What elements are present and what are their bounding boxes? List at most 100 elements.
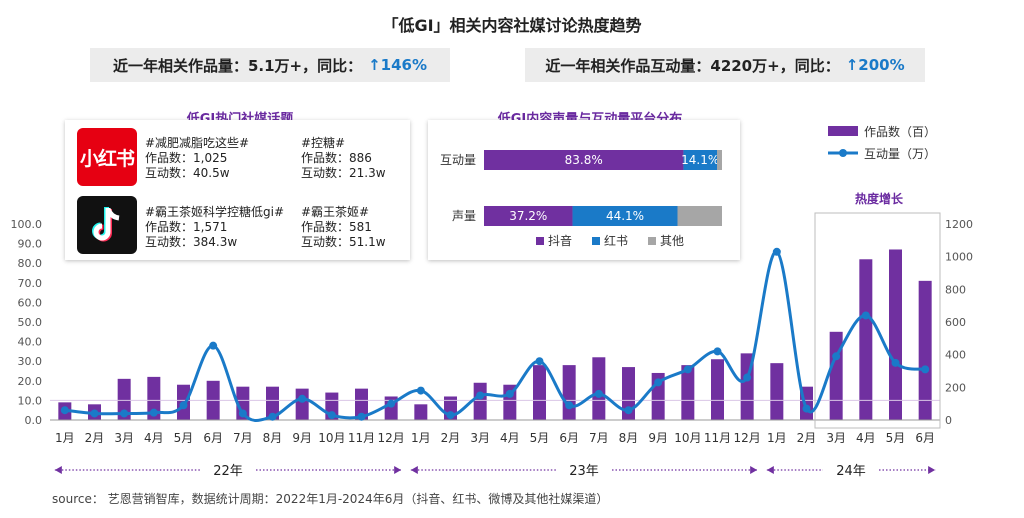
legend-line-label: 互动量（万） bbox=[864, 146, 937, 161]
legend-bars-label: 作品数（百） bbox=[864, 124, 937, 139]
stat-left: 近一年相关作品量：5.1万+，同比： ↑146% bbox=[90, 48, 450, 82]
x-tick-label: 6月 bbox=[915, 431, 935, 445]
left-axis: 0.0 10.0 20.0 30.0 40.0 50.0 60.0 70.0 80.0 90.0 1… bbox=[11, 218, 43, 427]
platform-legend-label: 其他 bbox=[660, 234, 684, 248]
topic-works: 作品数：1,571 bbox=[145, 220, 228, 234]
topic-tag: #控糖# bbox=[301, 136, 346, 150]
bar-19 bbox=[592, 357, 606, 420]
bar-25 bbox=[770, 363, 784, 420]
line-point-27 bbox=[832, 352, 841, 361]
line-point-14 bbox=[446, 411, 455, 420]
line-point-3 bbox=[120, 409, 129, 418]
x-tick-label: 2月 bbox=[85, 431, 105, 445]
right-axis: 0 200 400 600 800 1000 1200 bbox=[945, 218, 973, 427]
line-point-20 bbox=[624, 406, 633, 415]
platform-bars: 互动量 83.8% 14.1% 声量 37.2% 44.1% 抖音 红书 其他 bbox=[440, 150, 722, 248]
bar-28 bbox=[859, 259, 873, 420]
y-left-tick: 100.0 bbox=[11, 218, 43, 231]
line-point-13 bbox=[416, 386, 425, 395]
year-label: 23年 bbox=[569, 464, 599, 479]
platform-segment-label: 44.1% bbox=[606, 209, 644, 223]
topic-works: 作品数：886 bbox=[301, 151, 372, 165]
topic-4: #霸王茶姬# 作品数：581 互动数：51.1w bbox=[301, 205, 386, 250]
chart-legend: 作品数（百） 互动量（万） bbox=[828, 120, 936, 164]
bar-8 bbox=[266, 386, 279, 420]
bar-17 bbox=[533, 365, 546, 420]
x-tick-label: 4月 bbox=[856, 431, 876, 445]
x-tick-label: 5月 bbox=[530, 431, 550, 445]
x-tick-label: 3月 bbox=[826, 431, 846, 445]
line-point-7 bbox=[238, 409, 247, 418]
x-tick-label: 5月 bbox=[886, 431, 906, 445]
y-left-tick: 30.0 bbox=[18, 355, 43, 368]
x-tick-label: 3月 bbox=[470, 431, 490, 445]
line-point-16 bbox=[505, 389, 514, 398]
topic-tag: #霸王茶姬科学控糖低gi# bbox=[145, 205, 285, 219]
line-point-15 bbox=[476, 391, 485, 400]
bar-30 bbox=[918, 280, 932, 420]
bar-series bbox=[50, 249, 940, 421]
platform-bar-label: 声量 bbox=[452, 209, 476, 223]
x-tick-label: 3月 bbox=[114, 431, 134, 445]
topic-interactions: 互动数：384.3w bbox=[145, 235, 238, 249]
page-title: 「低GI」相关内容社媒讨论热度趋势 bbox=[382, 16, 642, 35]
bar-4 bbox=[147, 376, 161, 420]
douyin-icon bbox=[92, 207, 120, 242]
topic-interactions: 互动数：21.3w bbox=[301, 166, 386, 180]
x-tick-label: 12月 bbox=[378, 431, 405, 445]
platform-legend-swatch bbox=[592, 237, 600, 245]
topic-tag: #霸王茶姬# bbox=[301, 205, 370, 219]
line-point-6 bbox=[209, 341, 218, 350]
source-note: source： 艺恩营销智库，数据统计周期：2022年1月-2024年6月（抖音… bbox=[52, 492, 609, 506]
line-point-19 bbox=[594, 389, 603, 398]
line-point-8 bbox=[268, 412, 277, 421]
year-label: 22年 bbox=[213, 464, 243, 479]
x-tick-label: 2月 bbox=[797, 431, 817, 445]
stat-right-label: 近一年相关作品互动量：4220万+，同比： bbox=[545, 56, 840, 75]
y-left-tick: 40.0 bbox=[18, 336, 43, 349]
platform-bar-label: 互动量 bbox=[440, 153, 476, 167]
topic-tag: #减肥减脂吃这些# bbox=[145, 136, 250, 150]
topic-interactions: 互动数：40.5w bbox=[145, 166, 230, 180]
platform-panel: 互动量 83.8% 14.1% 声量 37.2% 44.1% 抖音 红书 其他 bbox=[428, 120, 740, 260]
x-axis-labels: 1月 2月 3月 4月 5月 6月 7月 8月 9月 10月 11月 12月 1月 2月 3月 4月 5月 6月 7… bbox=[55, 431, 935, 445]
line-point-18 bbox=[565, 401, 574, 410]
platform-segment bbox=[683, 150, 718, 170]
legend-line: 互动量（万） bbox=[828, 142, 936, 164]
line-point-23 bbox=[713, 347, 722, 356]
platform-legend-label: 抖音 bbox=[548, 233, 572, 248]
bar-11 bbox=[355, 388, 368, 420]
line-point-4 bbox=[149, 408, 158, 417]
bar-9 bbox=[295, 388, 309, 420]
line-point-11 bbox=[357, 412, 366, 421]
x-tick-label: 4月 bbox=[144, 431, 164, 445]
y-right-tick: 600 bbox=[945, 316, 966, 329]
line-point-10 bbox=[327, 411, 336, 420]
arrow-head-right bbox=[928, 466, 936, 474]
y-left-tick: 70.0 bbox=[18, 277, 43, 290]
line-point-22 bbox=[683, 365, 692, 374]
topic-interactions: 互动数：51.1w bbox=[301, 235, 386, 249]
arrow-head-right bbox=[394, 466, 402, 474]
platform-segment-label: 83.8% bbox=[565, 153, 603, 167]
y-right-tick: 1200 bbox=[945, 218, 973, 231]
x-tick-label: 10月 bbox=[674, 431, 701, 445]
year-arrows: 22年 23年 24年 bbox=[54, 464, 936, 479]
line-point-17 bbox=[535, 357, 544, 366]
y-left-tick: 80.0 bbox=[18, 257, 43, 270]
x-tick-label: 8月 bbox=[263, 431, 283, 445]
platform-legend-label: 红书 bbox=[604, 233, 628, 248]
heat-growth-frame bbox=[814, 212, 941, 429]
platform-segment bbox=[484, 150, 684, 170]
bar-3 bbox=[117, 378, 131, 420]
xiaohongshu-logo: 小红书 bbox=[77, 128, 137, 186]
bar-29 bbox=[889, 249, 902, 420]
y-left-tick: 0.0 bbox=[25, 414, 43, 427]
bar-18 bbox=[562, 365, 576, 420]
line-point-26 bbox=[802, 404, 811, 413]
y-right-tick: 0 bbox=[945, 414, 952, 427]
line-swatch bbox=[828, 149, 858, 157]
x-tick-label: 1月 bbox=[411, 431, 431, 445]
bar-22 bbox=[681, 365, 695, 420]
platform-legend-swatch bbox=[536, 237, 544, 245]
